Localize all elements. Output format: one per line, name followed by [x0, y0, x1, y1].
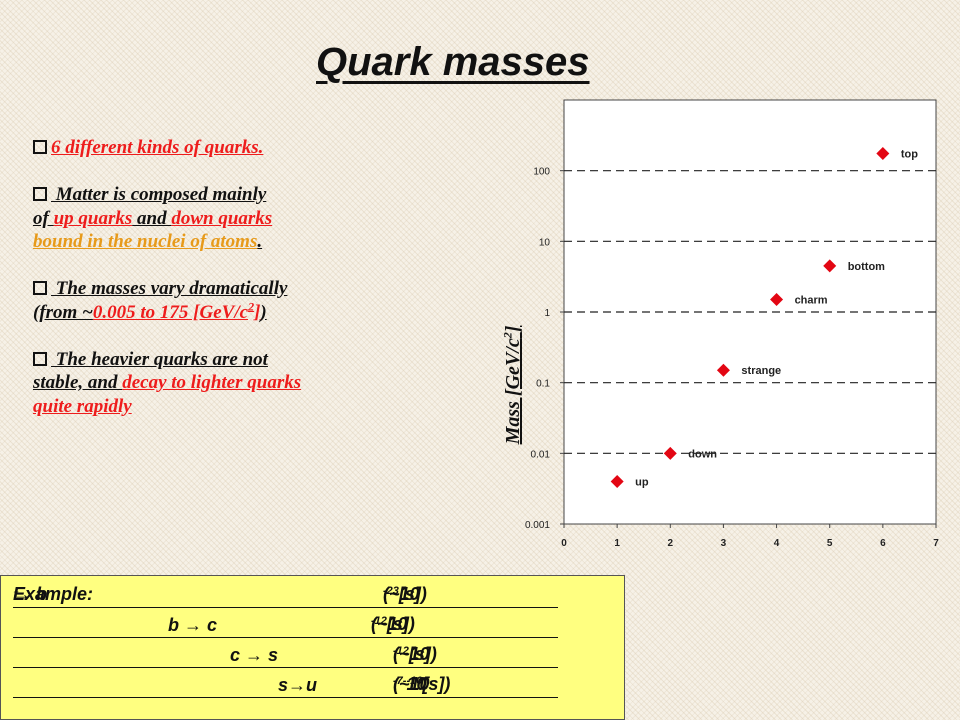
bullet-4-text-b: stable, and	[33, 372, 123, 393]
bullet-2-and: and	[132, 207, 172, 229]
x-tick-label: 4	[774, 538, 780, 549]
y-tick-label: 10	[539, 237, 551, 248]
example-t: t	[13, 584, 19, 604]
data-point-strange	[716, 363, 730, 377]
data-point-charm	[770, 293, 784, 307]
bullet-4-text-c: quite rapidly	[33, 395, 132, 417]
y-tick-label: 0.01	[531, 449, 551, 460]
x-tick-label: 3	[721, 538, 727, 549]
bullet-3-range: 0.005 to 175 [GeV/c	[92, 301, 249, 323]
bullet-4-decay: decay to lighter quarks	[122, 372, 302, 393]
example-exp-1: -23	[383, 585, 399, 597]
bullet-1-text: 6 different kinds of quarks.	[51, 137, 264, 158]
checkbox-bullet-icon	[33, 187, 47, 201]
bullet-3-text-b: (from ~	[33, 301, 93, 323]
y-tick-label: 100	[533, 167, 550, 178]
x-tick-label: 5	[827, 538, 833, 549]
example-unit-4: [s])	[422, 674, 451, 694]
example-unit-3: [s])	[408, 644, 437, 664]
data-label-down: down	[688, 448, 717, 460]
example-line-2: b → c (~10 -12 [s])	[13, 612, 558, 638]
bullet-1: 6 different kinds of quarks.	[33, 136, 383, 160]
bullet-3: The masses vary dramatically (from ~0.005…	[33, 277, 383, 324]
data-label-bottom: bottom	[848, 261, 885, 273]
bullet-3-text-a: The masses vary dramatically	[51, 278, 288, 299]
data-point-up	[610, 474, 624, 488]
bullet-2-bound: bound in the nuclei of atoms	[33, 231, 258, 252]
data-label-strange: strange	[741, 365, 781, 377]
quark-mass-chart: 0.001 0.01 0.1 1 10 100 0 1 2 3 4 5 6 7 up down strange c…	[490, 95, 960, 565]
bullet-2-down-quarks: down quarks	[171, 207, 273, 229]
example-time-4: (~10	[393, 674, 430, 694]
x-tick-label: 0	[561, 538, 567, 549]
data-label-top: top	[901, 148, 918, 160]
example-decay-b-c: b → c	[168, 615, 218, 635]
y-tick-label: 0.1	[536, 379, 550, 390]
example-time-2: (~10	[371, 614, 408, 634]
example-mid-4: 10	[406, 674, 427, 694]
example-unit-1: [s])	[398, 584, 427, 604]
checkbox-bullet-icon	[33, 351, 47, 366]
example-time-3: (~10	[393, 644, 430, 664]
example-exp-4b: -10	[406, 675, 423, 687]
x-tick-label: 2	[668, 538, 674, 549]
y-axis-label-text: Mass [GeV/c	[502, 338, 524, 445]
example-label: Example:	[13, 584, 94, 604]
example-line-4: s→u (~10 -7- 10 -10 [s])	[13, 672, 558, 698]
x-tick-label: 6	[880, 538, 886, 549]
x-tick-label: 7	[933, 538, 939, 549]
checkbox-bullet-icon	[33, 140, 47, 154]
bullet-2-end: .	[257, 231, 263, 252]
bullet-4-text-a: The heavier quarks are not	[51, 348, 268, 370]
example-exp-2: -12	[371, 615, 387, 627]
example-exp-4: -7-	[393, 675, 407, 687]
example-decay-t-b: → b	[13, 584, 47, 604]
y-axis-label: Mass [GeV/c2]	[500, 305, 525, 465]
data-point-bottom	[823, 259, 837, 273]
data-label-up: up	[635, 476, 649, 488]
bullet-list: 6 different kinds of quarks. Matter is c…	[33, 136, 383, 442]
data-point-top	[876, 146, 890, 160]
y-axis-label-sup: 2	[500, 332, 515, 339]
bullet-2-text-b: of	[33, 207, 54, 229]
bullet-2-up-quarks: up quarks	[53, 207, 133, 229]
bullet-2-text-a: Matter is composed mainly	[51, 184, 267, 205]
example-exp-3: -12	[393, 645, 409, 657]
y-axis-label-end: ]	[502, 325, 524, 333]
example-decay-s-u: s→u	[278, 675, 318, 695]
example-line-3: c → s (~10 -12 [s])	[13, 642, 558, 668]
bullet-3-close: ]	[254, 301, 261, 323]
y-tick-label: 0.001	[525, 520, 550, 531]
bullet-2: Matter is composed mainly of up quarks an…	[33, 183, 383, 254]
x-tick-label: 1	[614, 538, 620, 549]
bullet-3-end: )	[260, 301, 267, 323]
example-line-1: Example: t → b (~10 -23 [s])	[13, 582, 558, 608]
data-point-down	[663, 446, 677, 460]
example-unit-2: [s])	[386, 614, 415, 634]
chart-svg: 0.001 0.01 0.1 1 10 100 0 1 2 3 4 5 6 7 up down strange c…	[525, 99, 939, 549]
page-title: Quark masses	[316, 40, 590, 84]
bullet-3-sup: 2	[248, 299, 255, 314]
bullet-4: The heavier quarks are not stable, and de…	[33, 348, 383, 419]
example-decay-c-s: c → s	[230, 645, 279, 665]
checkbox-bullet-icon	[33, 281, 47, 295]
example-time-1: (~10	[383, 584, 420, 604]
y-tick-label: 1	[544, 308, 550, 319]
data-label-charm: charm	[795, 295, 828, 307]
decay-example-box: Example: t → b (~10 -23 [s]) b → c (~10 -1…	[0, 575, 625, 720]
